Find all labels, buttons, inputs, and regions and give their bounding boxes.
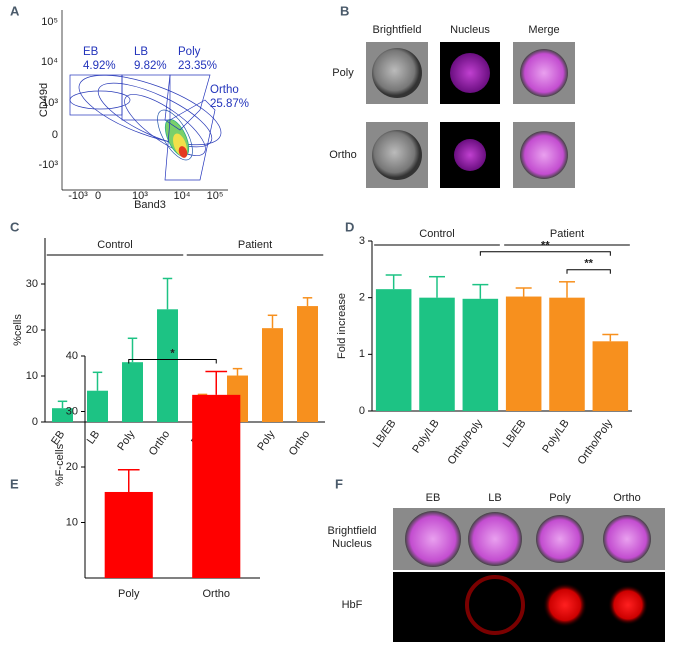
bar [192, 394, 241, 578]
gate-value: 9.82% [134, 60, 167, 72]
x-tick-label: Ortho [202, 588, 230, 600]
gate-value: 4.92% [83, 60, 116, 72]
x-tick-label: LB/EB [371, 418, 399, 450]
bar [104, 491, 153, 578]
gate-name: Ortho [210, 84, 239, 96]
x-tick-label: 10⁵ [207, 190, 224, 202]
bar [297, 306, 318, 422]
panel-label: C [10, 219, 20, 234]
x-tick-label: 10³ [132, 190, 148, 202]
y-tick-label: 10 [66, 516, 78, 528]
x-tick-label: Ortho [287, 429, 313, 458]
bar [592, 341, 629, 411]
imaging-cells [366, 42, 575, 188]
row-label: Brightfield [328, 525, 377, 537]
y-tick-label: 30 [26, 278, 38, 290]
y-tick-label: 10 [26, 370, 38, 382]
panel-label: A [10, 3, 20, 18]
bar [419, 297, 455, 411]
bar [549, 297, 585, 411]
row-label: HbF [342, 599, 363, 611]
significance-label: ** [584, 258, 593, 270]
bar [462, 298, 499, 411]
gate-value: 25.87% [210, 98, 249, 110]
x-tick-label: Poly/LB [540, 418, 572, 456]
x-tick-label: -10³ [68, 190, 88, 202]
gate-name: Poly [178, 46, 201, 58]
panel-label: F [335, 476, 343, 491]
column-header: Ortho [613, 492, 641, 504]
hbf-cells [393, 508, 665, 642]
y-tick-label: 0 [52, 129, 58, 141]
x-tick-label: Poly [115, 428, 137, 453]
y-tick-label: 10⁵ [41, 16, 58, 28]
y-tick-label: 20 [26, 324, 38, 336]
significance-bracket [566, 269, 611, 274]
column-header: LB [488, 492, 501, 504]
x-tick-label: 10⁴ [174, 190, 191, 202]
panel-label: D [345, 219, 354, 234]
y-tick-label: 1 [359, 348, 365, 360]
bar [157, 309, 178, 422]
bar [262, 328, 283, 422]
bar [122, 362, 143, 422]
x-tick-label: Poly [118, 588, 140, 600]
bar [505, 296, 542, 411]
column-header: Merge [528, 24, 559, 36]
x-tick-label: 0 [95, 190, 101, 202]
flow-plot [61, 10, 228, 191]
gate-value: 23.35% [178, 60, 217, 72]
x-tick-label: Ortho/Poly [446, 417, 486, 467]
x-tick-label: LB [85, 429, 103, 447]
significance-label: ** [541, 240, 550, 252]
x-tick-label: Ortho [147, 429, 173, 458]
gate-name: EB [83, 46, 99, 58]
y-tick-label: 3 [359, 235, 365, 247]
y-tick-label: 2 [359, 292, 365, 304]
bar [52, 408, 73, 422]
x-tick-label: Ortho/Poly [576, 417, 616, 467]
row-label: Nucleus [332, 538, 372, 550]
group-label: Control [97, 239, 132, 251]
y-tick-label: 40 [66, 350, 78, 362]
y-axis-label: CD49d [38, 83, 50, 117]
y-tick-label: 10⁴ [41, 56, 58, 68]
row-label: Poly [332, 67, 354, 79]
gate-name: LB [134, 46, 148, 58]
panel-label: E [10, 476, 19, 491]
y-tick-label: 0 [359, 405, 365, 417]
significance-bracket [128, 359, 217, 364]
y-tick-label: -10³ [38, 159, 58, 171]
y-tick-label: 0 [32, 416, 38, 428]
x-tick-label: Poly [255, 428, 277, 453]
y-tick-label: 10³ [42, 97, 58, 109]
y-axis-label: %cells [12, 314, 24, 346]
column-header: EB [426, 492, 441, 504]
y-tick-label: 20 [66, 461, 78, 473]
group-label: Patient [550, 228, 584, 240]
bar [87, 390, 108, 422]
bar [375, 289, 412, 411]
significance-label: * [170, 347, 175, 359]
column-header: Brightfield [373, 24, 422, 36]
y-tick-label: 30 [66, 405, 78, 417]
x-axis-label: Band3 [134, 199, 166, 211]
group-label: Control [419, 228, 454, 240]
y-axis-label: Fold increase [336, 293, 348, 359]
group-label: Patient [238, 239, 272, 251]
panel-label: B [340, 3, 349, 18]
significance-bracket [479, 251, 611, 256]
x-tick-label: LB/EB [501, 418, 529, 450]
x-tick-label: Poly/LB [410, 418, 442, 456]
row-label: Ortho [329, 149, 357, 161]
y-axis-label: %F-cells [54, 443, 66, 486]
column-header: Nucleus [450, 24, 490, 36]
column-header: Poly [549, 492, 571, 504]
